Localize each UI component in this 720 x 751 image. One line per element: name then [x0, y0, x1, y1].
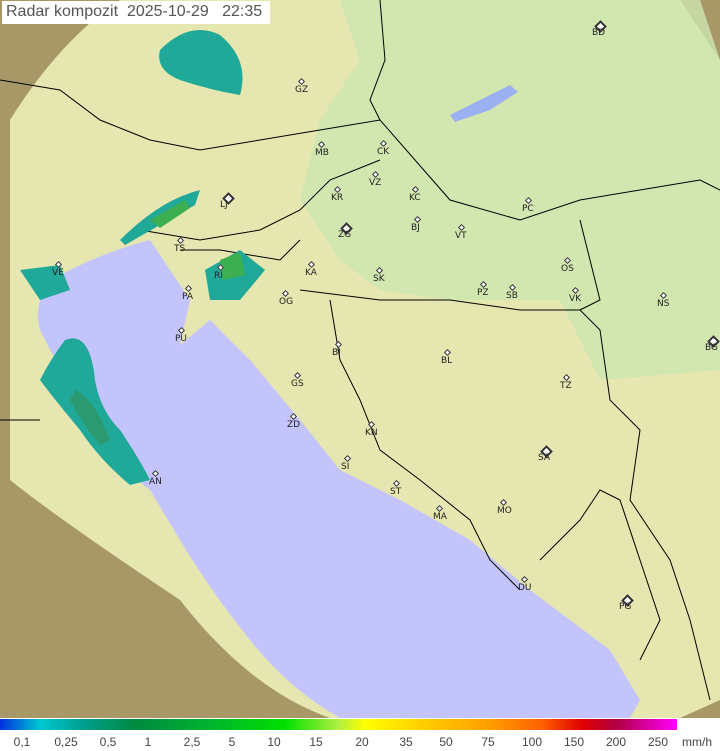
city-label: OS	[561, 264, 574, 274]
city-label: MA	[433, 512, 447, 522]
city-label: SK	[373, 274, 385, 284]
legend-tick: 50	[439, 735, 453, 749]
radar-precipitation	[20, 30, 265, 485]
legend-tick: 0,1	[13, 735, 31, 749]
legend-tick: 100	[521, 735, 543, 749]
title-date: 2025-10-29	[126, 3, 209, 20]
city-label: ZG	[338, 230, 352, 240]
legend-tick: 150	[563, 735, 585, 749]
city-label: BD	[592, 28, 606, 38]
city-label: VZ	[369, 178, 382, 188]
city-label: PA	[182, 292, 194, 302]
legend-tick: 0,25	[54, 735, 78, 749]
city-label: NS	[657, 299, 670, 309]
lake-balaton	[450, 85, 518, 122]
city-label: ST	[390, 487, 402, 497]
legend-tick: 1	[144, 735, 152, 749]
radar-map	[0, 0, 720, 718]
legend-unit: mm/h	[682, 735, 712, 749]
city-label: GZ	[295, 85, 309, 95]
adriatic-sea	[38, 240, 640, 718]
city-label: SA	[538, 453, 551, 463]
city-label: DU	[518, 583, 532, 593]
city-label: OG	[279, 297, 294, 307]
city-label: PG	[619, 602, 632, 612]
city-label: KR	[331, 193, 344, 203]
legend-tick: 5	[228, 735, 236, 749]
city-label: AN	[149, 477, 162, 487]
city-label: ZD	[287, 420, 301, 430]
city-label: GS	[291, 379, 304, 389]
city-label: KN	[365, 428, 378, 438]
city-label: PZ	[477, 288, 489, 298]
city-label: MO	[497, 506, 512, 516]
city-label: PC	[522, 204, 534, 214]
legend-tick: 250	[647, 735, 669, 749]
legend-tick: 10	[267, 735, 281, 749]
city-label: PU	[175, 334, 188, 344]
legend-tick: 2,5	[183, 735, 201, 749]
city-label: MB	[315, 148, 329, 158]
city-label: VK	[569, 294, 582, 304]
city-label: BL	[441, 356, 453, 366]
map-title: Radar kompozit 2025-10-29 22:35	[2, 1, 271, 24]
city-label: KA	[305, 268, 317, 278]
precipitation-legend: 0,1 0,25 0,5 1 2,5 5 10 15 20 35 50 75 100 150 200 250 …	[0, 718, 720, 751]
legend-tick: 0,5	[99, 735, 117, 749]
city-label: RI	[214, 271, 223, 281]
country-borders	[0, 0, 720, 701]
city-label: KC	[409, 193, 421, 203]
city-label: TZ	[560, 381, 572, 391]
city-label: BI	[332, 348, 341, 358]
legend-tick: 20	[355, 735, 369, 749]
title-time: 22:35	[222, 3, 263, 20]
lowland-area	[300, 0, 720, 380]
city-label: VE	[52, 268, 64, 278]
city-label: SB	[506, 291, 518, 301]
city-label: SI	[341, 462, 350, 472]
legend-color-scale	[0, 719, 677, 730]
legend-tick: 15	[309, 735, 323, 749]
legend-tick: 75	[481, 735, 495, 749]
legend-tick: 200	[605, 735, 627, 749]
city-label: VT	[455, 231, 467, 241]
city-label: TS	[174, 244, 186, 254]
legend-tick: 35	[399, 735, 413, 749]
title-text: Radar kompozit	[6, 3, 119, 20]
city-label: CK	[377, 147, 390, 157]
city-label: BJ	[411, 223, 420, 233]
city-label: BG	[705, 343, 718, 353]
city-label: LJ	[220, 200, 228, 210]
